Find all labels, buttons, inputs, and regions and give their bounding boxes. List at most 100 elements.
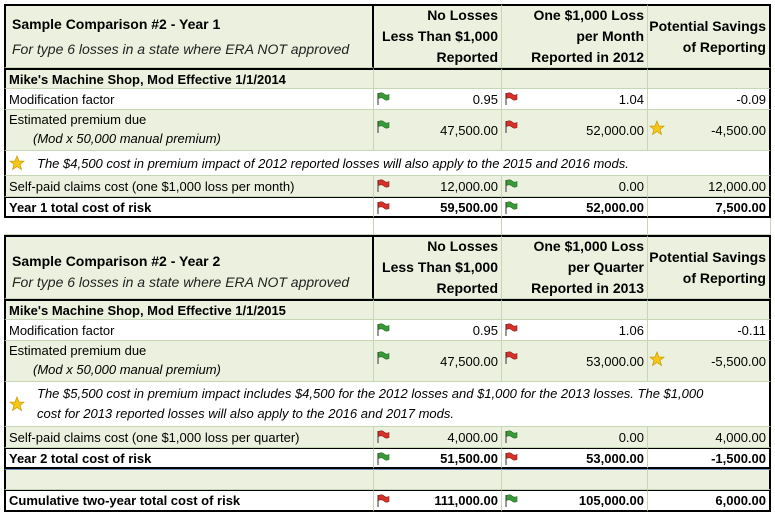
table2-total-value-1: 51,500.00 — [440, 450, 498, 466]
table1-premium-col2: 52,000.00 — [502, 110, 648, 151]
table1-claims-col1: 12,000.00 — [374, 176, 502, 197]
table1-premium-sublabel: (Mod x 50,000 manual premium) — [33, 131, 221, 146]
table1-col2-header-line2: per Month — [576, 28, 644, 44]
table1-company-empty-2 — [502, 68, 648, 89]
table2-premium-sublabel: (Mod x 50,000 manual premium) — [33, 362, 221, 377]
green-flag-icon — [505, 179, 518, 193]
star-icon — [649, 120, 665, 135]
table2-premium-col1: 47,500.00 — [374, 341, 502, 382]
table1-total-col2: 52,000.00 — [502, 197, 648, 218]
table2-mod-label: Modification factor — [4, 320, 374, 341]
table1-col2-header-line1: One $1,000 Loss — [533, 7, 644, 23]
table1-mod-col1: 0.95 — [374, 89, 502, 110]
table2-premium-value-3: -5,500.00 — [711, 353, 766, 369]
table1-claims-value-2: 0.00 — [618, 178, 644, 194]
table1-claims-col2: 0.00 — [502, 176, 648, 197]
table2-company-empty-3 — [648, 299, 771, 320]
table1-claims-label: Self-paid claims cost (one $1,000 loss p… — [4, 176, 374, 197]
table2-total-col2: 53,000.00 — [502, 448, 648, 469]
green-flag-icon — [377, 120, 390, 134]
red-flag-icon — [505, 92, 518, 106]
table2-mod-col1: 0.95 — [374, 320, 502, 341]
table2-premium-value-2: 53,000.00 — [586, 353, 644, 369]
red-flag-icon — [377, 430, 390, 444]
table2-mod-value-2: 1.06 — [618, 322, 644, 338]
table2-claims-label: Self-paid claims cost (one $1,000 loss p… — [4, 427, 374, 448]
green-flag-icon — [377, 92, 390, 106]
cumulative-col3: 6,000.00 — [648, 490, 771, 512]
spacer-row — [374, 218, 502, 235]
table2-subtitle: For type 6 losses in a state where ERA N… — [12, 274, 350, 290]
table1-col2-header: One $1,000 Loss per Month Reported in 20… — [502, 4, 648, 68]
red-flag-icon — [505, 120, 518, 134]
table2-premium-label: Estimated premium due — [9, 343, 147, 358]
table1-premium-label: Estimated premium due — [9, 112, 147, 127]
table1-total-label: Year 1 total cost of risk — [4, 197, 374, 218]
table2-col1-header-line3: Reported — [436, 280, 498, 296]
table2-claims-col2: 0.00 — [502, 427, 648, 448]
table2-col2-header: One $1,000 Loss per Quarter Reported in … — [502, 235, 648, 299]
table1-total-value-1: 59,500.00 — [440, 199, 498, 215]
table2-premium-label-cell: Estimated premium due (Mod x 50,000 manu… — [4, 341, 374, 382]
table2-total-value-3: -1,500.00 — [711, 450, 766, 466]
table2-col1-header: No Losses Less Than $1,000 Reported — [374, 235, 502, 299]
table1-total-value-2: 52,000.00 — [586, 199, 644, 215]
green-flag-icon — [377, 323, 390, 337]
cumulative-col1: 111,000.00 — [374, 490, 502, 512]
table2-company-empty-1 — [374, 299, 502, 320]
table1-title-cell: Sample Comparison #2 - Year 1 For type 6… — [4, 4, 374, 68]
table2-spacer-row — [374, 469, 502, 490]
table2-claims-col3: 4,000.00 — [648, 427, 771, 448]
red-flag-icon — [377, 201, 390, 215]
table2-mod-col2: 1.06 — [502, 320, 648, 341]
table2-company: Mike's Machine Shop, Mod Effective 1/1/2… — [4, 299, 374, 320]
table2-spacer-row — [648, 469, 771, 490]
table1-col3-header-line2: of Reporting — [682, 38, 766, 55]
table1-company: Mike's Machine Shop, Mod Effective 1/1/2… — [4, 68, 374, 89]
table2-col2-header-line3: Reported in 2013 — [531, 280, 644, 296]
table1-claims-value-3: 12,000.00 — [708, 178, 766, 194]
table1-total-value-3: 7,500.00 — [715, 199, 766, 215]
table2-title: Sample Comparison #2 - Year 2 — [12, 253, 221, 269]
table2-col3-header-line1: Potential Savings — [649, 248, 766, 265]
table2-claims-value-2: 0.00 — [618, 429, 644, 445]
table1-col1-header: No Losses Less Than $1,000 Reported — [374, 4, 502, 68]
table2-claims-col1: 4,000.00 — [374, 427, 502, 448]
table2-note-row: The $5,500 cost in premium impact includ… — [4, 382, 771, 427]
table1-col2-header-line3: Reported in 2012 — [531, 49, 644, 65]
table1-company-empty-3 — [648, 68, 771, 89]
table1-total-col3: 7,500.00 — [648, 197, 771, 218]
table2-col2-header-line1: One $1,000 Loss — [533, 238, 644, 254]
table2-premium-col2: 53,000.00 — [502, 341, 648, 382]
table2-total-value-2: 53,000.00 — [586, 450, 644, 466]
green-flag-icon — [505, 494, 518, 508]
cumulative-label: Cumulative two-year total cost of risk — [4, 490, 374, 512]
table1-premium-label-cell: Estimated premium due (Mod x 50,000 manu… — [4, 110, 374, 151]
table1-subtitle: For type 6 losses in a state where ERA N… — [12, 41, 350, 57]
spacer-row — [648, 218, 771, 235]
table1-company-empty-1 — [374, 68, 502, 89]
table1-col1-header-line1: No Losses — [427, 7, 498, 23]
cumulative-value-3: 6,000.00 — [715, 493, 766, 508]
table1-mod-col2: 1.04 — [502, 89, 648, 110]
table2-col1-header-line1: No Losses — [427, 238, 498, 254]
table2-claims-value-1: 4,000.00 — [447, 429, 498, 445]
spacer-row — [4, 218, 374, 235]
table1-premium-value-1: 47,500.00 — [440, 122, 498, 138]
table1-mod-value-3: -0.09 — [736, 91, 766, 107]
table2-total-col3: -1,500.00 — [648, 448, 771, 469]
green-flag-icon — [377, 351, 390, 365]
table2-note-line2: cost for 2013 reported losses will also … — [37, 406, 454, 421]
red-flag-icon — [505, 323, 518, 337]
table2-mod-value-1: 0.95 — [472, 322, 498, 338]
table1-mod-label: Modification factor — [4, 89, 374, 110]
table1-col1-header-line3: Reported — [436, 49, 498, 65]
table1-note-row: The $4,500 cost in premium impact of 201… — [4, 151, 771, 176]
red-flag-icon — [505, 452, 518, 466]
red-flag-icon — [505, 351, 518, 365]
table1-col1-header-line2: Less Than $1,000 — [382, 28, 498, 44]
table2-total-col1: 51,500.00 — [374, 448, 502, 469]
table1-premium-value-2: 52,000.00 — [586, 122, 644, 138]
table1-mod-col3: -0.09 — [648, 89, 771, 110]
table1-mod-value-1: 0.95 — [472, 91, 498, 107]
